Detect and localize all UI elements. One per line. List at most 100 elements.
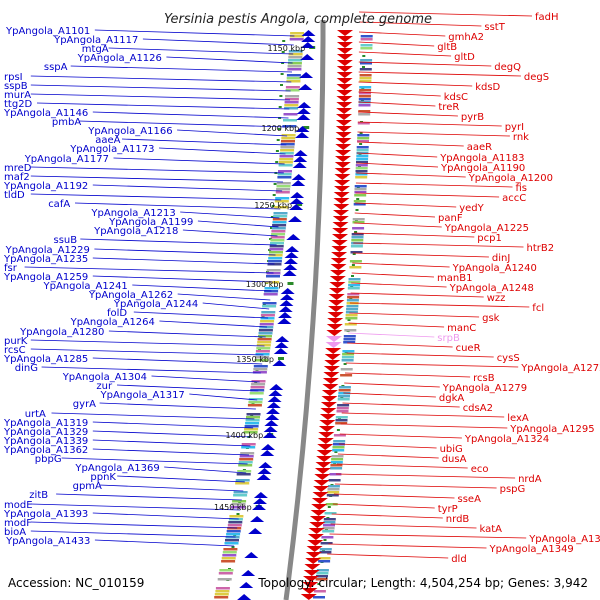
scale-tick-minor (334, 451, 338, 453)
gene-label-left: ssuB (54, 235, 78, 246)
feature-band (260, 320, 275, 323)
gene-arrow-left (289, 204, 304, 210)
feature-band (278, 164, 293, 167)
feature-band (356, 155, 369, 158)
feature-band (288, 50, 303, 53)
feature-band (319, 548, 332, 551)
gene-label-right: nrdB (446, 514, 470, 525)
feature-band (330, 467, 343, 470)
leader-line (342, 402, 460, 408)
gene-arrow-left (296, 108, 311, 114)
leader-line (355, 202, 457, 208)
feature-band (274, 206, 289, 209)
gene-label-left: YpAngola_A1285 (3, 354, 88, 365)
feature-band (343, 341, 356, 344)
feature-band (355, 173, 368, 176)
gene-arrow-right (318, 432, 335, 438)
feature-band (345, 314, 358, 317)
leader-line (358, 31, 446, 37)
feature-band (270, 236, 285, 239)
kbp-label-layer: 1150 kbp 1200 kbp 1250 kbp 1300 kbp 1350 kbp… (214, 44, 305, 512)
feature-band (359, 77, 372, 80)
gene-arrow-left (296, 114, 311, 120)
gene-arrow-left (269, 384, 284, 390)
gene-arrow-right (329, 276, 346, 282)
feature-band (241, 443, 256, 446)
kbp-tick-label: 1450 kbp (214, 503, 252, 512)
leader-line (113, 157, 285, 165)
leader-line (108, 330, 266, 338)
gene-arrow-left (278, 312, 292, 318)
leader-line (333, 493, 455, 499)
gene-label-right: dinJ (492, 253, 510, 264)
feature-band (269, 245, 284, 248)
feature-band (275, 197, 290, 200)
scale-tick-minor (280, 84, 283, 86)
feature-band (332, 446, 345, 449)
gene-arrow-left (291, 180, 306, 186)
feature-band (357, 137, 370, 140)
feature-band (287, 68, 302, 71)
kbp-tick-label: 1400 kbp (225, 431, 263, 440)
feature-band (352, 221, 365, 224)
feature-band (347, 293, 360, 296)
gene-label-left: bioA (4, 527, 26, 538)
feature-band (355, 176, 368, 179)
feature-band (260, 314, 275, 317)
feature-band (262, 302, 277, 305)
gene-arrow-right (317, 444, 334, 450)
gene-arrow-right (312, 492, 329, 498)
feature-band (236, 473, 251, 476)
gene-arrow-right (305, 552, 322, 558)
feature-band (247, 404, 262, 407)
gene-arrow-left (300, 54, 315, 60)
gene-arrow-left (266, 402, 281, 408)
feature-band (327, 488, 340, 491)
feature-band (344, 323, 357, 326)
feature-band (251, 380, 266, 383)
gene-label-left: YpAngola_A1218 (93, 226, 178, 237)
gene-arrow-left (288, 216, 302, 222)
feature-band (336, 407, 349, 410)
leader-line (328, 543, 487, 549)
gene-label-right: accC (502, 193, 526, 204)
gene-label-right: pspG (500, 484, 526, 495)
gene-arrow-left (295, 132, 309, 138)
leader-line (358, 61, 492, 67)
scale-tick-minor (279, 95, 283, 97)
feature-band (322, 527, 335, 530)
feature-band (280, 143, 295, 146)
leader-line (30, 175, 284, 183)
gene-label-right: YpAngola_A1349 (489, 544, 574, 555)
leader-line (92, 421, 254, 429)
leader-line (334, 483, 497, 489)
gene-arrow-left (266, 408, 280, 414)
feature-band (328, 479, 341, 482)
feature-band (318, 557, 331, 560)
gene-arrow-left (241, 570, 256, 576)
leader-line (166, 56, 293, 64)
feature-band (269, 251, 283, 254)
scale-tick-minor (343, 363, 347, 365)
leader-line (94, 248, 276, 256)
gene-arrow-right (336, 66, 353, 72)
gene-arrow-right (320, 402, 337, 408)
feature-band (283, 119, 297, 122)
feature-band (346, 299, 359, 302)
feature-band (232, 500, 247, 503)
feature-band (286, 74, 301, 77)
scale-tick-minor (281, 51, 285, 53)
gene-label-left: YpAngola_A1329 (3, 427, 88, 438)
gene-label-right: YpAngola_A1295 (509, 424, 594, 435)
feature-band (250, 389, 265, 392)
gene-arrow-right (336, 78, 353, 84)
leader-line (357, 141, 464, 147)
feature-band (278, 170, 292, 173)
feature-band (253, 365, 268, 368)
feature-band (254, 359, 269, 362)
feature-band (281, 140, 295, 143)
scale-tick-minor (278, 106, 282, 108)
scale-tick-minor (236, 513, 240, 515)
feature-band (227, 524, 242, 527)
scale-tick-minor (347, 319, 351, 321)
